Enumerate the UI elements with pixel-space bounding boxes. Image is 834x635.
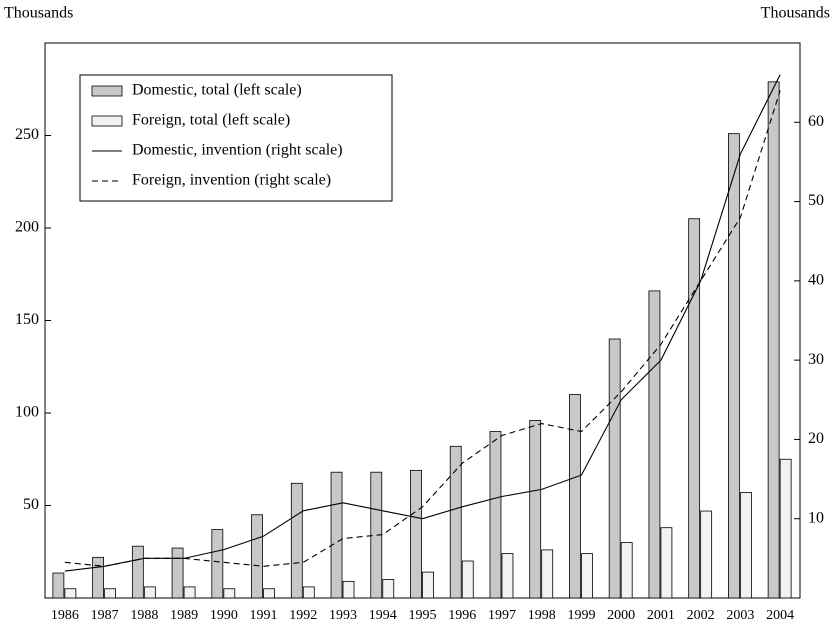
legend-label: Foreign, total (left scale) bbox=[132, 112, 290, 129]
bar bbox=[342, 580, 355, 599]
bar bbox=[92, 556, 105, 599]
y2-tick-label: 30 bbox=[808, 351, 824, 368]
x-tick-label: 1988 bbox=[130, 608, 158, 623]
y-tick-label: 100 bbox=[15, 404, 39, 421]
bar bbox=[529, 419, 542, 599]
y2-axis-label: Thousands bbox=[761, 5, 830, 22]
bar bbox=[501, 553, 514, 599]
bar bbox=[290, 482, 303, 599]
y-axis-label: Thousands bbox=[4, 5, 73, 22]
legend-swatch bbox=[91, 115, 123, 127]
x-tick-label: 1995 bbox=[409, 608, 437, 623]
x-tick-label: 1994 bbox=[369, 608, 397, 623]
bar bbox=[541, 549, 554, 599]
x-tick-label: 2000 bbox=[607, 608, 635, 623]
y2-tick-label: 50 bbox=[808, 192, 824, 209]
y-tick-label: 150 bbox=[15, 311, 39, 328]
x-tick-label: 1996 bbox=[448, 608, 476, 623]
y2-tick-label: 20 bbox=[808, 430, 824, 447]
bar bbox=[410, 469, 422, 599]
y-tick-label: 50 bbox=[23, 496, 39, 513]
bar bbox=[727, 133, 740, 599]
x-tick-label: 1998 bbox=[528, 608, 556, 623]
bar bbox=[211, 529, 224, 599]
bar bbox=[461, 560, 474, 599]
bar bbox=[767, 81, 780, 599]
bar bbox=[64, 588, 77, 599]
legend-label: Foreign, invention (right scale) bbox=[132, 172, 331, 189]
x-tick-label: 2003 bbox=[726, 608, 754, 623]
bar bbox=[251, 514, 263, 599]
x-tick-label: 1990 bbox=[210, 608, 238, 623]
line bbox=[64, 90, 781, 567]
legend-swatch bbox=[91, 85, 123, 97]
x-tick-label: 1999 bbox=[567, 608, 595, 623]
bar bbox=[104, 588, 117, 599]
bar bbox=[608, 338, 621, 599]
x-tick-label: 2004 bbox=[766, 608, 794, 623]
y-tick-label: 200 bbox=[15, 219, 39, 236]
bar bbox=[700, 510, 713, 599]
bar bbox=[569, 394, 581, 599]
y-tick-label: 250 bbox=[15, 126, 39, 143]
x-tick-label: 1986 bbox=[51, 608, 79, 623]
legend-box bbox=[79, 74, 393, 202]
x-tick-label: 1991 bbox=[250, 608, 278, 623]
x-tick-label: 2001 bbox=[647, 608, 675, 623]
x-tick-label: 1997 bbox=[488, 608, 516, 623]
legend-label: Domestic, total (left scale) bbox=[132, 82, 302, 99]
bar bbox=[660, 527, 673, 599]
y2-tick-label: 10 bbox=[808, 509, 824, 526]
bar bbox=[382, 579, 395, 599]
bar bbox=[183, 586, 196, 599]
bar bbox=[620, 542, 633, 599]
legend-label: Domestic, invention (right scale) bbox=[132, 142, 343, 159]
bar bbox=[688, 218, 701, 599]
bar bbox=[449, 445, 462, 599]
bar bbox=[52, 572, 65, 599]
bar bbox=[648, 290, 661, 599]
bar bbox=[422, 571, 434, 599]
bar bbox=[143, 586, 156, 599]
x-tick-label: 1992 bbox=[289, 608, 317, 623]
x-tick-label: 1987 bbox=[91, 608, 119, 623]
bar bbox=[223, 588, 236, 599]
bar bbox=[779, 458, 792, 599]
x-tick-label: 1989 bbox=[170, 608, 198, 623]
bar bbox=[171, 547, 184, 599]
bar bbox=[739, 492, 752, 599]
y2-tick-label: 40 bbox=[808, 272, 824, 289]
bar bbox=[581, 553, 593, 599]
bar bbox=[302, 586, 315, 599]
x-tick-label: 2002 bbox=[687, 608, 715, 623]
bar bbox=[131, 545, 144, 599]
bar bbox=[263, 588, 275, 599]
y2-tick-label: 60 bbox=[808, 113, 824, 130]
bar bbox=[330, 471, 343, 599]
x-tick-label: 1993 bbox=[329, 608, 357, 623]
bar bbox=[489, 431, 502, 599]
